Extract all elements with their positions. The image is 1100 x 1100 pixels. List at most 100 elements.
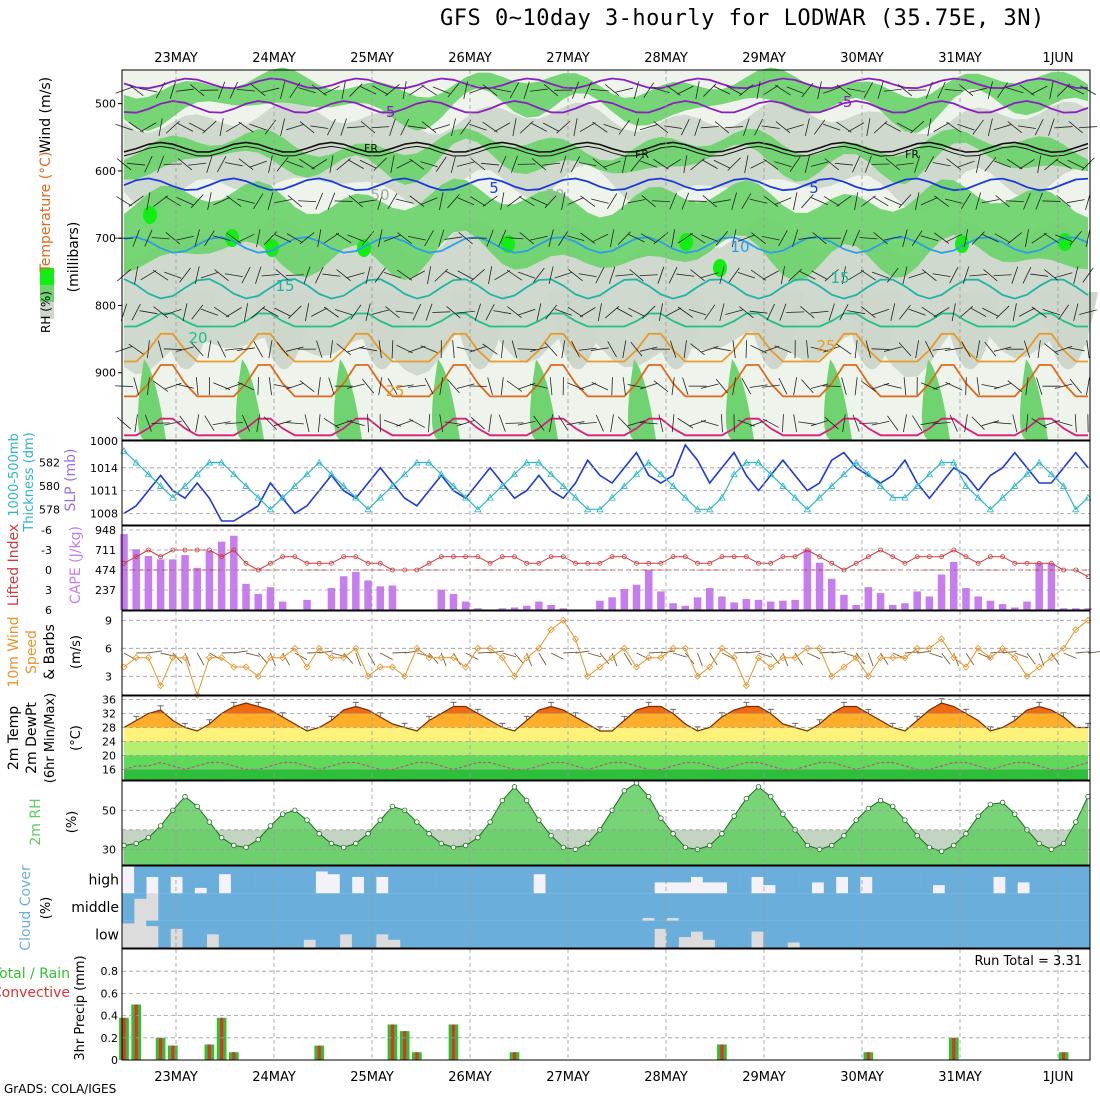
wind-speed-point xyxy=(706,663,714,671)
wind-barb xyxy=(643,82,655,98)
cloud-middle-bar xyxy=(690,893,704,921)
wind-barb xyxy=(407,235,426,241)
wind-barb-10m xyxy=(233,650,248,654)
cloud-middle-bar xyxy=(666,893,679,918)
rh2m-point xyxy=(243,844,249,851)
wind-barb xyxy=(701,159,718,169)
thickness-point xyxy=(535,458,543,466)
wind-barb xyxy=(299,121,315,134)
cloud-middle-bar xyxy=(436,893,449,921)
rh-saturated-patch-1 xyxy=(225,229,239,247)
wind-barb xyxy=(568,269,583,282)
wind-barb xyxy=(310,125,329,129)
wind-barb xyxy=(317,229,322,248)
wind-barb-10m xyxy=(367,652,376,666)
wind-barb-10m xyxy=(257,652,268,664)
wind-speed-point xyxy=(767,663,775,671)
cape-bar xyxy=(742,599,751,610)
wind-barb xyxy=(561,340,566,359)
wind-barb xyxy=(720,414,723,433)
wind-speed-point xyxy=(657,654,665,662)
wind-barb xyxy=(298,87,316,94)
wind-barb xyxy=(761,125,780,129)
wind-axis-unit: (m/s) xyxy=(69,635,84,669)
slp-tick-top: 1000 xyxy=(90,435,118,448)
wind-barb-10m xyxy=(502,652,516,658)
wind-barb xyxy=(789,156,801,172)
contour-label-3: FR xyxy=(635,148,649,161)
cloud-low-bar xyxy=(291,920,304,948)
cloud-middle-bar xyxy=(497,893,510,921)
wind-barb xyxy=(932,422,951,425)
cloud-low-bar xyxy=(412,920,425,948)
wind-barb xyxy=(207,192,212,211)
wind-barb xyxy=(971,416,985,430)
cape-bar xyxy=(193,567,201,610)
cape-bar xyxy=(547,604,555,610)
wind-barb xyxy=(1025,377,1029,396)
precip-convective-bar xyxy=(866,1052,870,1060)
wind-barb xyxy=(500,340,504,359)
wind-barb xyxy=(481,162,500,166)
wind-barb xyxy=(800,306,815,319)
wind-barb xyxy=(739,84,754,97)
cloud-low-bar xyxy=(351,920,365,948)
wind-barb xyxy=(334,309,353,316)
wind-barb xyxy=(253,193,264,210)
cloud-middle-bar xyxy=(521,893,534,921)
rh-saturated-patch-6 xyxy=(713,259,727,277)
wind-barb xyxy=(997,82,1008,98)
rh-lowlevel-moist-6 xyxy=(725,359,754,440)
cape-tick-237: 237 xyxy=(95,584,116,597)
cloud-low-bar xyxy=(981,920,994,948)
cloud-middle-bar xyxy=(920,893,933,921)
cloud-low-bar xyxy=(848,920,861,948)
cloud-low-bar xyxy=(1041,920,1054,948)
precip-convective-bar xyxy=(220,1017,224,1060)
wind-barb xyxy=(741,378,752,395)
wind-barb xyxy=(676,273,695,277)
lifted-index-point xyxy=(975,560,981,566)
temp-minmax-marker xyxy=(572,712,579,717)
precip-convective-bar xyxy=(512,1052,517,1060)
cloud-high-bar xyxy=(170,866,183,877)
wind-barb xyxy=(727,157,741,171)
cloud-low-bar xyxy=(533,920,546,948)
rh2m-point xyxy=(340,844,347,851)
cloud-high-bar xyxy=(618,866,631,894)
wind-barb xyxy=(387,193,398,210)
thickness-point xyxy=(742,458,751,466)
wind-barb xyxy=(630,341,643,357)
wind-barb xyxy=(810,310,829,314)
wind-barb xyxy=(617,416,631,430)
wind-barb xyxy=(871,308,890,316)
wind-barb xyxy=(285,422,304,425)
wind-barb xyxy=(945,381,963,391)
rh2m-point xyxy=(719,831,725,837)
wind-barb xyxy=(671,229,676,248)
contour-label-7: 10 xyxy=(730,238,749,256)
wind-barb xyxy=(518,271,536,279)
rh-legend-level-70: 70 xyxy=(0,0,2,1)
wind-barb xyxy=(629,269,644,282)
wind-barb xyxy=(961,341,971,358)
wind-barb xyxy=(518,382,536,390)
wind-barb xyxy=(786,311,805,313)
wind-barb xyxy=(237,88,256,92)
wind-speed-point xyxy=(132,654,140,662)
rh-saturated-patch-3 xyxy=(357,239,371,257)
cape-bar xyxy=(840,594,848,610)
wind-barb xyxy=(628,307,645,317)
wind-barb xyxy=(1074,414,1077,433)
cape-bar xyxy=(937,574,946,610)
wind-barb xyxy=(494,122,511,132)
wind-barb xyxy=(482,84,498,97)
cape-bar xyxy=(474,608,482,610)
cloud-low-bar xyxy=(339,920,353,935)
cape-bar xyxy=(730,602,738,610)
wind-barb-10m xyxy=(867,652,874,667)
wind-barb xyxy=(299,158,315,170)
wind-barb xyxy=(561,192,566,211)
li-tick-3: 3 xyxy=(45,584,52,597)
cloud-low-bar xyxy=(593,920,607,948)
